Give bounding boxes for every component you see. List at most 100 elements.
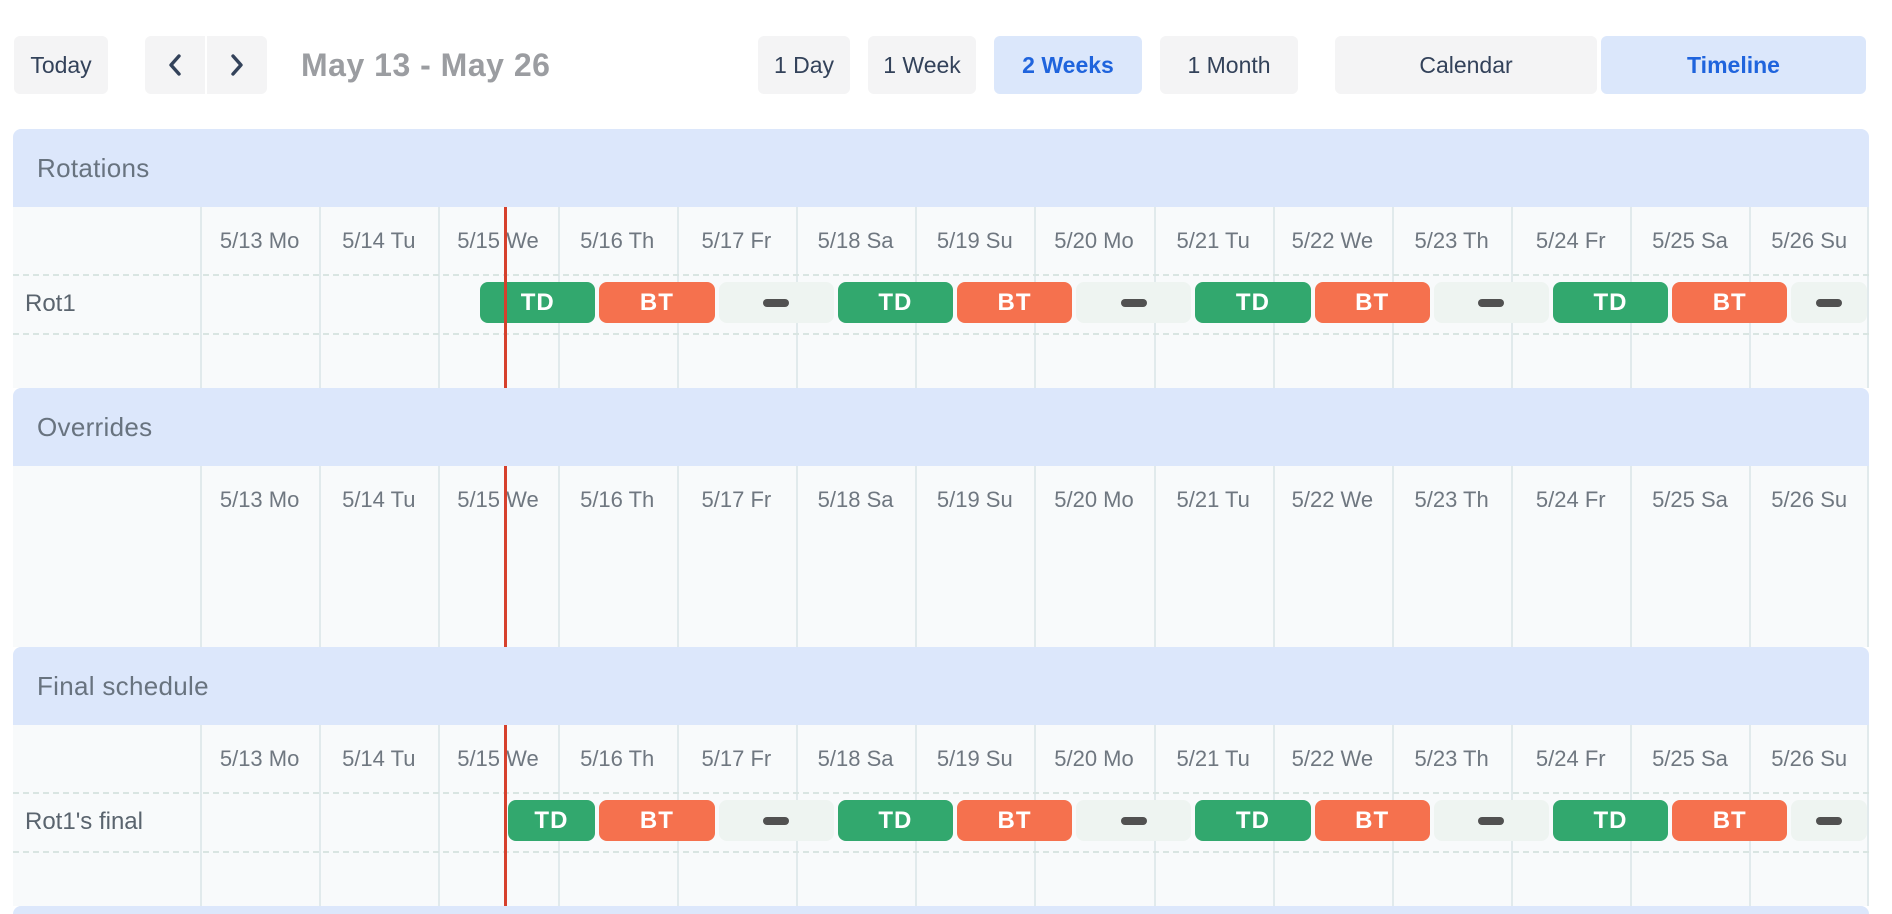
day-header-label: 5/14 Tu [342,227,416,253]
shift-block-td[interactable]: TD [1195,282,1311,323]
section-header-rotations: Rotations [13,129,1869,207]
day-header-label: 5/24 Fr [1535,227,1606,253]
shift-block-bt[interactable]: BT [599,800,715,841]
day-header-label: 5/20 Mo [1054,486,1134,512]
day-column [319,725,438,906]
day-column [200,466,319,647]
day-header-label: 5/26 Su [1771,227,1848,253]
shift-block-bt[interactable]: BT [956,282,1073,323]
shift-block-td[interactable]: TD [837,800,953,841]
view-button-1-week[interactable]: 1 Week [868,36,976,94]
day-column [1749,466,1869,647]
day-header-label: 5/22 We [1291,486,1374,512]
section-overrides: Overrides 5/13 Mo 5/14 Tu 5/15 We 5/16 Th 5/1… [13,388,1869,647]
view-button-1-month[interactable]: 1 Month [1160,36,1298,94]
day-header-label: 5/23 Th [1414,486,1489,512]
section-rows-overrides: 5/13 Mo 5/14 Tu 5/15 We 5/16 Th 5/17 Fr 5/18 … [13,466,1869,647]
chevron-right-icon [229,53,245,77]
shift-block-bt[interactable]: BT [1314,282,1430,323]
unassigned-gap-block [1791,800,1867,841]
day-header-label: 5/17 Fr [701,745,772,771]
day-header-label: 5/15 We [457,227,539,253]
gap-dash-icon [1120,298,1147,307]
section-rows-final-schedule: 5/13 Mo 5/14 Tu 5/15 We 5/16 Th 5/17 Fr 5/18 … [13,725,1869,906]
day-column [1511,466,1630,647]
day-column [557,466,677,647]
rotation-row-label: Rot1 [25,289,76,317]
day-header-label: 5/19 Su [936,486,1013,512]
day-column [319,466,438,647]
shift-block-td[interactable]: TD [837,282,953,323]
today-button[interactable]: Today [14,36,108,94]
next-section-header-edge [13,906,1869,914]
day-header-label: 5/23 Th [1414,227,1489,253]
shift-block-td[interactable]: TD [1195,800,1311,841]
day-column [438,725,557,906]
day-header-label: 5/25 Sa [1652,745,1728,771]
row-label-column [13,466,200,647]
day-header-label: 5/18 Sa [817,745,894,771]
day-header-label: 5/19 Su [936,745,1013,771]
day-column [1630,466,1749,647]
current-time-indicator [504,466,507,647]
day-header-label: 5/25 Sa [1652,486,1728,512]
shift-block-bt[interactable]: BT [599,282,715,323]
shift-block-bt[interactable]: BT [1672,800,1788,841]
unassigned-gap-block [1791,282,1867,323]
current-time-indicator [504,725,507,906]
day-column [1153,466,1273,647]
day-header-label: 5/15 We [457,745,539,771]
shift-block-td[interactable]: TD [1552,282,1669,323]
day-header-label: 5/17 Fr [701,227,772,253]
section-header-final-schedule: Final schedule [13,647,1869,725]
mode-button-timeline[interactable]: Timeline [1601,36,1866,94]
day-header-label: 5/14 Tu [342,745,416,771]
day-header-label: 5/21 Tu [1176,227,1250,253]
day-column [1391,466,1511,647]
gap-dash-icon [1478,298,1505,307]
day-header-label: 5/24 Fr [1535,745,1606,771]
shift-block-td[interactable]: TD [507,800,596,841]
day-header-label: 5/22 We [1291,227,1374,253]
row-separator-dashed [13,274,1869,276]
day-column [795,466,915,647]
day-column [676,466,796,647]
day-header-label: 5/24 Fr [1535,486,1606,512]
section-title: Rotations [37,152,150,183]
day-header-label: 5/16 Th [580,745,655,771]
shift-block-td[interactable]: TD [1552,800,1669,841]
section-rows-rotations: 5/13 Mo 5/14 Tu 5/15 We 5/16 Th 5/17 Fr 5/18 … [13,207,1869,388]
day-header-label: 5/17 Fr [701,486,772,512]
unassigned-gap-block [1433,282,1549,323]
chevron-left-icon [167,53,183,77]
unassigned-gap-block [718,800,834,841]
day-header-label: 5/16 Th [580,486,655,512]
day-header-label: 5/14 Tu [342,486,416,512]
view-button-1-day[interactable]: 1 Day [758,36,850,94]
section-rotations: Rotations 5/13 Mo 5/14 Tu 5/15 We 5/16 Th 5/1… [13,129,1869,388]
gap-dash-icon [1120,816,1147,825]
gap-dash-icon [763,816,790,825]
day-header-label: 5/21 Tu [1176,745,1250,771]
day-header-label: 5/16 Th [580,227,655,253]
section-header-overrides: Overrides [13,388,1869,466]
day-header-label: 5/26 Su [1771,486,1848,512]
day-column [200,725,319,906]
day-header-label: 5/23 Th [1414,745,1489,771]
shift-block-td[interactable]: TD [480,282,596,323]
shift-block-bt[interactable]: BT [956,800,1073,841]
prev-period-button[interactable] [145,36,205,94]
gap-dash-icon [1816,816,1843,825]
day-column [438,207,557,388]
unassigned-gap-block [1433,800,1549,841]
day-header-label: 5/20 Mo [1054,745,1134,771]
next-period-button[interactable] [207,36,267,94]
unassigned-gap-block [1076,800,1192,841]
mode-button-calendar[interactable]: Calendar [1335,36,1597,94]
shift-block-bt[interactable]: BT [1672,282,1788,323]
current-time-indicator [504,207,507,388]
day-header-label: 5/19 Su [936,227,1013,253]
day-header-label: 5/13 Mo [219,745,300,771]
view-button-2-weeks[interactable]: 2 Weeks [994,36,1142,94]
shift-block-bt[interactable]: BT [1314,800,1430,841]
